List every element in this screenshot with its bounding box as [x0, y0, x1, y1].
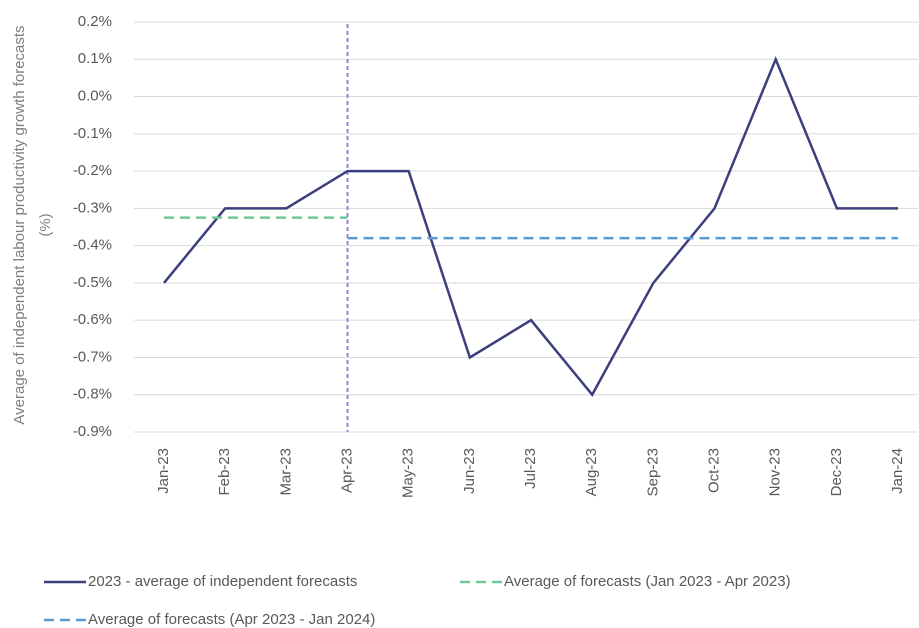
- legend-label: 2023 - average of independent forecasts: [88, 573, 357, 590]
- y-tick-label: -0.6%: [73, 311, 112, 328]
- y-tick-label: -0.8%: [73, 386, 112, 403]
- y-tick-label: 0.2%: [78, 13, 112, 30]
- y-tick-label: -0.7%: [73, 348, 112, 365]
- y-tick-label: -0.4%: [73, 237, 112, 254]
- y-tick-label: 0.0%: [78, 88, 112, 105]
- x-tick-label: Jul-23: [522, 448, 539, 489]
- x-tick-label: Jan-23: [155, 448, 172, 494]
- x-tick-label: Apr-23: [338, 448, 355, 493]
- y-tick-label: -0.5%: [73, 274, 112, 291]
- x-tick-label: Mar-23: [277, 448, 294, 496]
- x-tick-label: Jun-23: [461, 448, 478, 494]
- y-axis-title: Average of independent labour productivi…: [11, 25, 54, 425]
- legend-label: Average of forecasts (Apr 2023 - Jan 202…: [88, 611, 375, 628]
- y-tick-label: -0.9%: [73, 423, 112, 440]
- legend-label: Average of forecasts (Jan 2023 - Apr 202…: [504, 573, 791, 590]
- x-tick-label: Dec-23: [828, 448, 845, 496]
- x-tick-label: May-23: [400, 448, 417, 498]
- x-tick-label: Aug-23: [583, 448, 600, 496]
- y-tick-label: -0.3%: [73, 199, 112, 216]
- y-tick-label: 0.1%: [78, 50, 112, 67]
- x-tick-label: Feb-23: [216, 448, 233, 496]
- x-tick-label: Nov-23: [767, 448, 784, 496]
- x-tick-label: Sep-23: [644, 448, 661, 496]
- x-tick-label: Jan-24: [889, 448, 906, 494]
- y-tick-label: -0.1%: [73, 125, 112, 142]
- y-tick-label: -0.2%: [73, 162, 112, 179]
- x-tick-label: Oct-23: [705, 448, 722, 493]
- series-line: [163, 55, 899, 397]
